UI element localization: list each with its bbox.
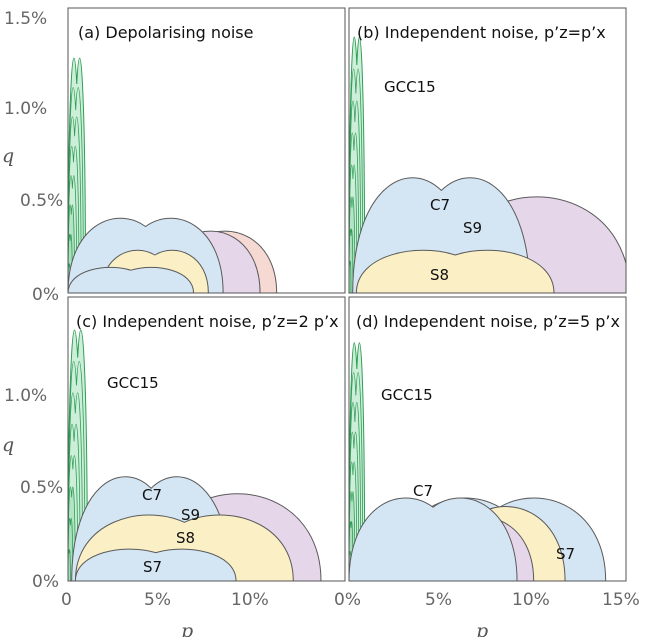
xtick-right-15: 15% (602, 590, 640, 610)
xtick-right-10: 10% (512, 590, 550, 610)
xtick-left-5: 5% (144, 590, 171, 610)
panel-c: (c) Independent noise, p’z=2 p’x GCC15 C… (68, 297, 345, 581)
label-GCC15-d: GCC15 (381, 386, 433, 404)
region-C7-3 (349, 498, 517, 581)
panel-c-title: (c) Independent noise, p’z=2 p’x (76, 312, 339, 331)
panel-b: (b) Independent noise, p’z=p’x GCC15 C7 … (349, 8, 630, 293)
region-blue-5-0 (68, 267, 194, 293)
xtick-left-10: 10% (231, 590, 269, 610)
ytick-top-1.0: 1.0% (4, 99, 47, 119)
panel-a-title: (a) Depolarising noise (78, 23, 253, 42)
ylabel-top: q (2, 145, 14, 167)
ytick-bot-0.5: 0.5% (20, 478, 63, 498)
label-GCC15-c: GCC15 (107, 374, 159, 392)
panel-d: (d) Independent noise, p’z=5 p’x GCC15 C… (349, 297, 626, 581)
panel-d-title: (d) Independent noise, p’z=5 p’x (356, 312, 620, 331)
ytick-top-0: 0% (32, 285, 59, 305)
label-S7-d: S7 (556, 545, 575, 563)
xtick-right-5: 5% (425, 590, 452, 610)
panel-a: (a) Depolarising noise (68, 8, 345, 293)
label-S9-b: S9 (463, 219, 482, 237)
xlabel-left: p (181, 620, 193, 637)
label-C7-c: C7 (142, 486, 162, 504)
ytick-top-1.5: 1.5% (4, 9, 47, 29)
xtick-right-0: 0% (334, 590, 361, 610)
ylabel-bottom: q (2, 434, 14, 456)
ytick-bot-1.0: 1.0% (4, 386, 47, 406)
xtick-left-0: 0 (61, 590, 72, 610)
label-C7-d: C7 (413, 482, 433, 500)
label-GCC15-b: GCC15 (384, 78, 436, 96)
label-S9-c: S9 (181, 506, 200, 524)
label-C7-b: C7 (430, 196, 450, 214)
label-S8-b: S8 (430, 266, 449, 284)
xlabel-right: p (476, 620, 488, 637)
panel-b-title: (b) Independent noise, p’z=p’x (357, 23, 606, 42)
ytick-bot-0: 0% (32, 572, 59, 592)
label-S7-c: S7 (143, 558, 162, 576)
label-S8-c: S8 (176, 529, 195, 547)
ytick-top-0.5: 0.5% (20, 191, 63, 211)
region-S8-1 (356, 250, 554, 293)
